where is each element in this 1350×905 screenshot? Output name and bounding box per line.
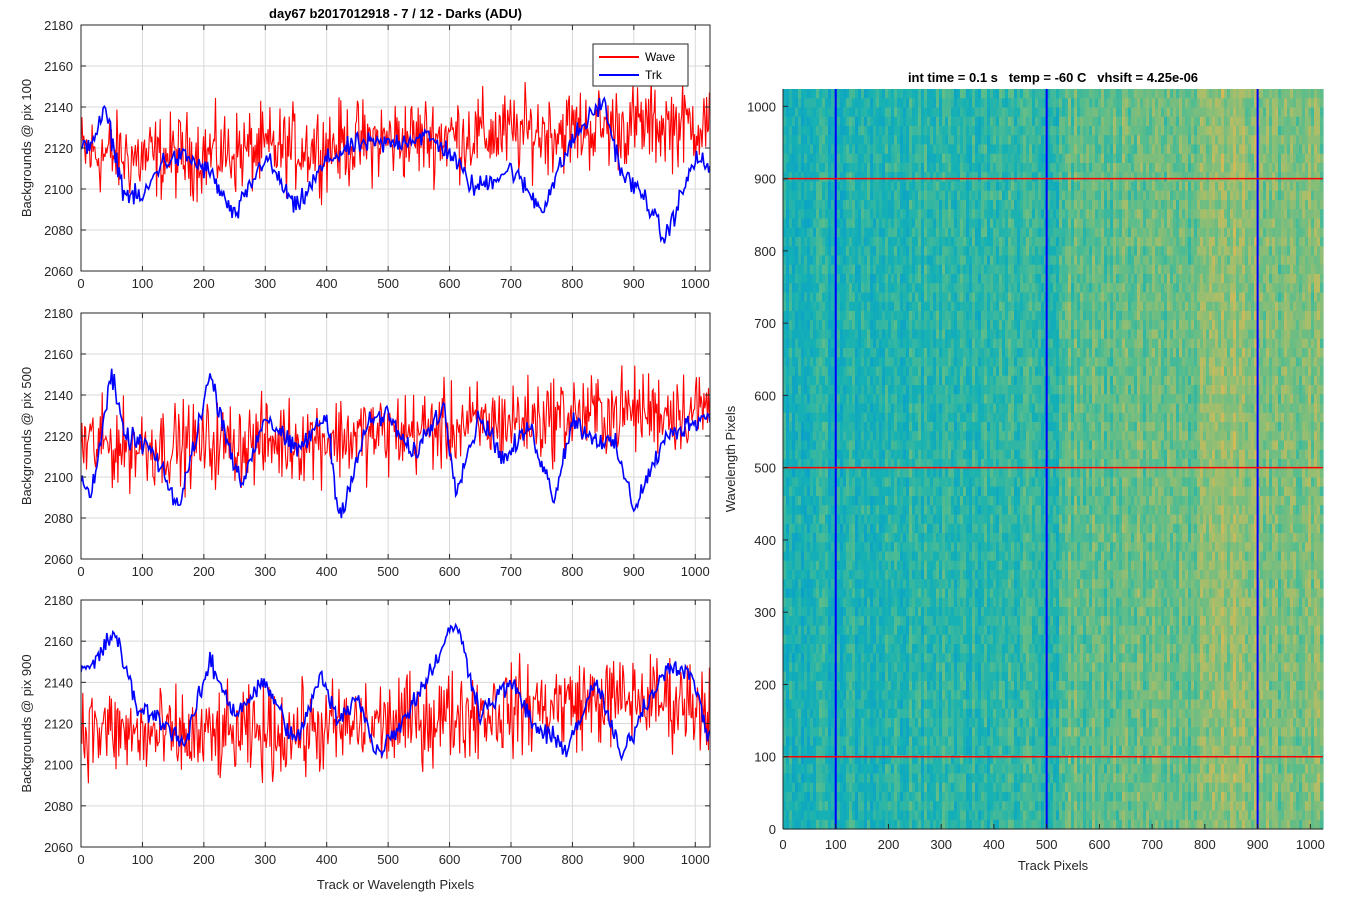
x-tick-label: 900 bbox=[623, 564, 645, 579]
heatmap-cell bbox=[1320, 98, 1324, 108]
x-tick-label: 900 bbox=[623, 852, 645, 867]
chart-title: day67 b2017012918 - 7 / 12 - Darks (ADU) bbox=[269, 6, 522, 21]
y-tick-label: 2120 bbox=[44, 429, 73, 444]
x-tick-label: 400 bbox=[316, 564, 338, 579]
x-tick-label: 200 bbox=[193, 852, 215, 867]
line-panel-3: 0 100 200 300 400 500 600 700 800 900 1000 2060 2080… bbox=[19, 593, 710, 892]
y-tick-label: 2180 bbox=[44, 306, 73, 321]
heatmap-cell bbox=[1320, 135, 1324, 145]
line-panel-2: 0 100 200 300 400 500 600 700 800 900 1000 2060 2080… bbox=[19, 306, 710, 579]
y-tick-label: 2140 bbox=[44, 100, 73, 115]
heatmap-cell bbox=[1320, 265, 1324, 275]
x-tick-label: 200 bbox=[193, 276, 215, 291]
heatmap-cell bbox=[1320, 145, 1324, 155]
y-tick-label: 2120 bbox=[44, 717, 73, 732]
x-tick-label: 0 bbox=[77, 276, 84, 291]
x-tick-label: 300 bbox=[254, 564, 276, 579]
y-tick-label: 2160 bbox=[44, 347, 73, 362]
x-tick-label: 600 bbox=[439, 564, 461, 579]
x-tick-label: 800 bbox=[562, 276, 584, 291]
heatmap-cell bbox=[1320, 246, 1324, 256]
heatmap-cell bbox=[1320, 172, 1324, 182]
heatmap-cell bbox=[1320, 219, 1324, 229]
x-tick-label: 500 bbox=[377, 276, 399, 291]
y-tick-label: 2140 bbox=[44, 388, 73, 403]
x-tick-label: 500 bbox=[377, 852, 399, 867]
x-tick-label: 800 bbox=[562, 564, 584, 579]
heatmap-cell bbox=[1320, 108, 1324, 118]
x-tick-label: 300 bbox=[254, 276, 276, 291]
y-tick-label: 2140 bbox=[44, 675, 73, 690]
heatmap-cell bbox=[1320, 228, 1324, 238]
y-tick-label: 2080 bbox=[44, 799, 73, 814]
y-tick-label: 2060 bbox=[44, 264, 73, 279]
x-tick-label: 400 bbox=[316, 852, 338, 867]
x-tick-label: 100 bbox=[132, 852, 154, 867]
heatmap-cell bbox=[1320, 293, 1324, 303]
y-tick-label: 2100 bbox=[44, 758, 73, 773]
y-axis-label: Backgrounds @ pix 900 bbox=[19, 654, 34, 792]
x-tick-label: 100 bbox=[132, 564, 154, 579]
heatmap-cell bbox=[1320, 163, 1324, 173]
y-tick-label: 2080 bbox=[44, 511, 73, 526]
heatmap-cell bbox=[1320, 182, 1324, 192]
x-tick-label: 900 bbox=[623, 276, 645, 291]
x-tick-label: 400 bbox=[316, 276, 338, 291]
heatmap-cell bbox=[1320, 200, 1324, 210]
heatmap-cell bbox=[1320, 256, 1324, 266]
y-tick-label: 2180 bbox=[44, 18, 73, 33]
heatmap-cell bbox=[1320, 311, 1324, 321]
x-tick-label: 1000 bbox=[681, 564, 710, 579]
y-axis-label: Backgrounds @ pix 100 bbox=[19, 79, 34, 217]
x-tick-label: 800 bbox=[562, 852, 584, 867]
y-tick-label: 2060 bbox=[44, 552, 73, 567]
x-tick-label: 0 bbox=[77, 852, 84, 867]
x-tick-label: 1000 bbox=[681, 852, 710, 867]
y-tick-label: 2080 bbox=[44, 223, 73, 238]
heatmap-cell bbox=[1320, 89, 1324, 99]
x-tick-label: 500 bbox=[377, 564, 399, 579]
x-tick-label: 600 bbox=[439, 852, 461, 867]
x-axis-label: Track or Wavelength Pixels bbox=[317, 877, 475, 892]
x-tick-label: 300 bbox=[254, 852, 276, 867]
line-panel-1: 0 100 200 300 400 500 600 700 800 900 1000 2060 2080… bbox=[19, 6, 710, 291]
y-tick-label: 2100 bbox=[44, 182, 73, 197]
legend: Wave Trk bbox=[593, 44, 688, 86]
y-tick-label: 2180 bbox=[44, 593, 73, 608]
x-tick-label: 1000 bbox=[681, 276, 710, 291]
y-tick-label: 2100 bbox=[44, 470, 73, 485]
x-tick-label: 200 bbox=[193, 564, 215, 579]
x-tick-label: 700 bbox=[500, 564, 522, 579]
heatmap-cell bbox=[1320, 117, 1324, 127]
x-tick-label: 700 bbox=[500, 276, 522, 291]
x-tick-label: 100 bbox=[132, 276, 154, 291]
y-tick-label: 2060 bbox=[44, 840, 73, 855]
heatmap-cell bbox=[1320, 191, 1324, 201]
heatmap-cell bbox=[1320, 126, 1324, 136]
legend-label-trk: Trk bbox=[645, 68, 663, 82]
y-tick-label: 2160 bbox=[44, 634, 73, 649]
y-tick-label: 2160 bbox=[44, 59, 73, 74]
heatmap-cell bbox=[1320, 237, 1324, 247]
heatmap-cell bbox=[1320, 320, 1324, 330]
heatmap-cell bbox=[1320, 209, 1324, 219]
heatmap-cells bbox=[783, 89, 1324, 830]
heatmap-cell bbox=[1320, 302, 1324, 312]
x-tick-label: 700 bbox=[500, 852, 522, 867]
x-tick-label: 0 bbox=[77, 564, 84, 579]
x-tick-label: 600 bbox=[439, 276, 461, 291]
y-axis-label: Backgrounds @ pix 500 bbox=[19, 367, 34, 505]
heatmap-cell bbox=[1320, 274, 1324, 284]
heatmap-cell bbox=[1320, 283, 1324, 293]
y-tick-label: 2120 bbox=[44, 141, 73, 156]
heatmap-cell bbox=[1320, 154, 1324, 164]
legend-label-wave: Wave bbox=[645, 50, 676, 64]
